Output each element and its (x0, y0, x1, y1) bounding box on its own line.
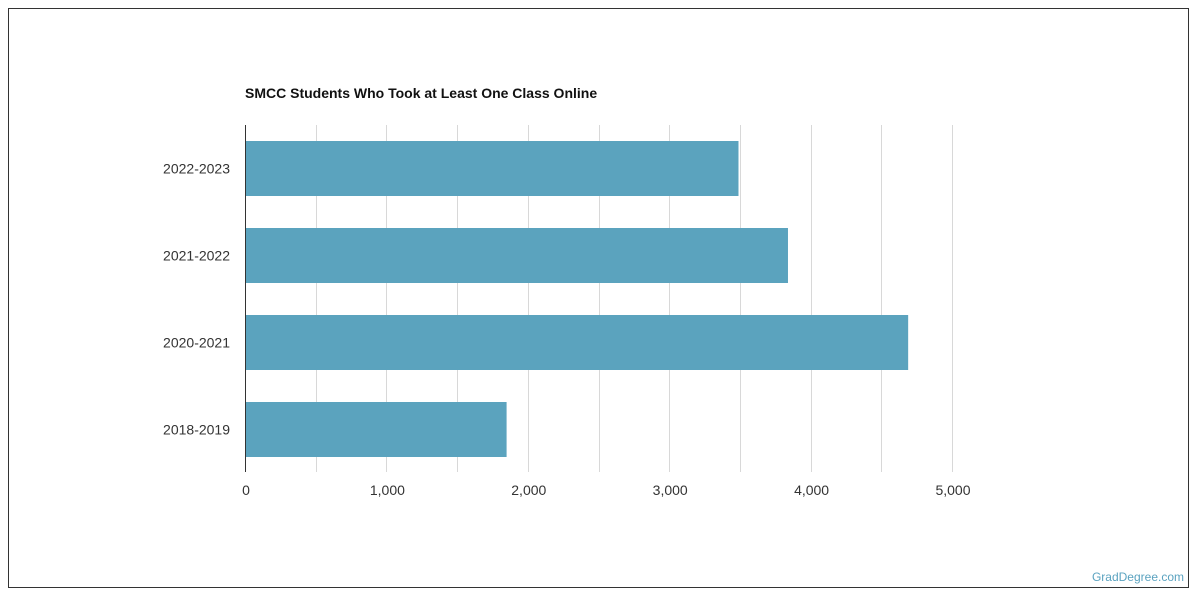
x-tick-label: 2,000 (511, 482, 546, 498)
y-tick-label: 2021-2022 (163, 248, 230, 264)
x-tick-label: 4,000 (794, 482, 829, 498)
x-tick-label: 0 (242, 482, 250, 498)
credit-link[interactable]: GradDegree.com (1091, 570, 1184, 584)
y-tick-label: 2022-2023 (163, 161, 230, 177)
x-tick-label: 1,000 (370, 482, 405, 498)
bar-2021-2022 (245, 228, 788, 283)
y-tick-label: 2020-2021 (163, 335, 230, 351)
chart-frame (8, 8, 1189, 588)
bar-2022-2023 (245, 141, 739, 196)
y-tick-label: 2018-2019 (163, 422, 230, 438)
bar-2018-2019 (245, 402, 507, 457)
x-tick-label: 5,000 (935, 482, 970, 498)
x-tick-label: 3,000 (653, 482, 688, 498)
chart-title: SMCC Students Who Took at Least One Clas… (245, 85, 598, 101)
bar-2020-2021 (245, 315, 909, 370)
